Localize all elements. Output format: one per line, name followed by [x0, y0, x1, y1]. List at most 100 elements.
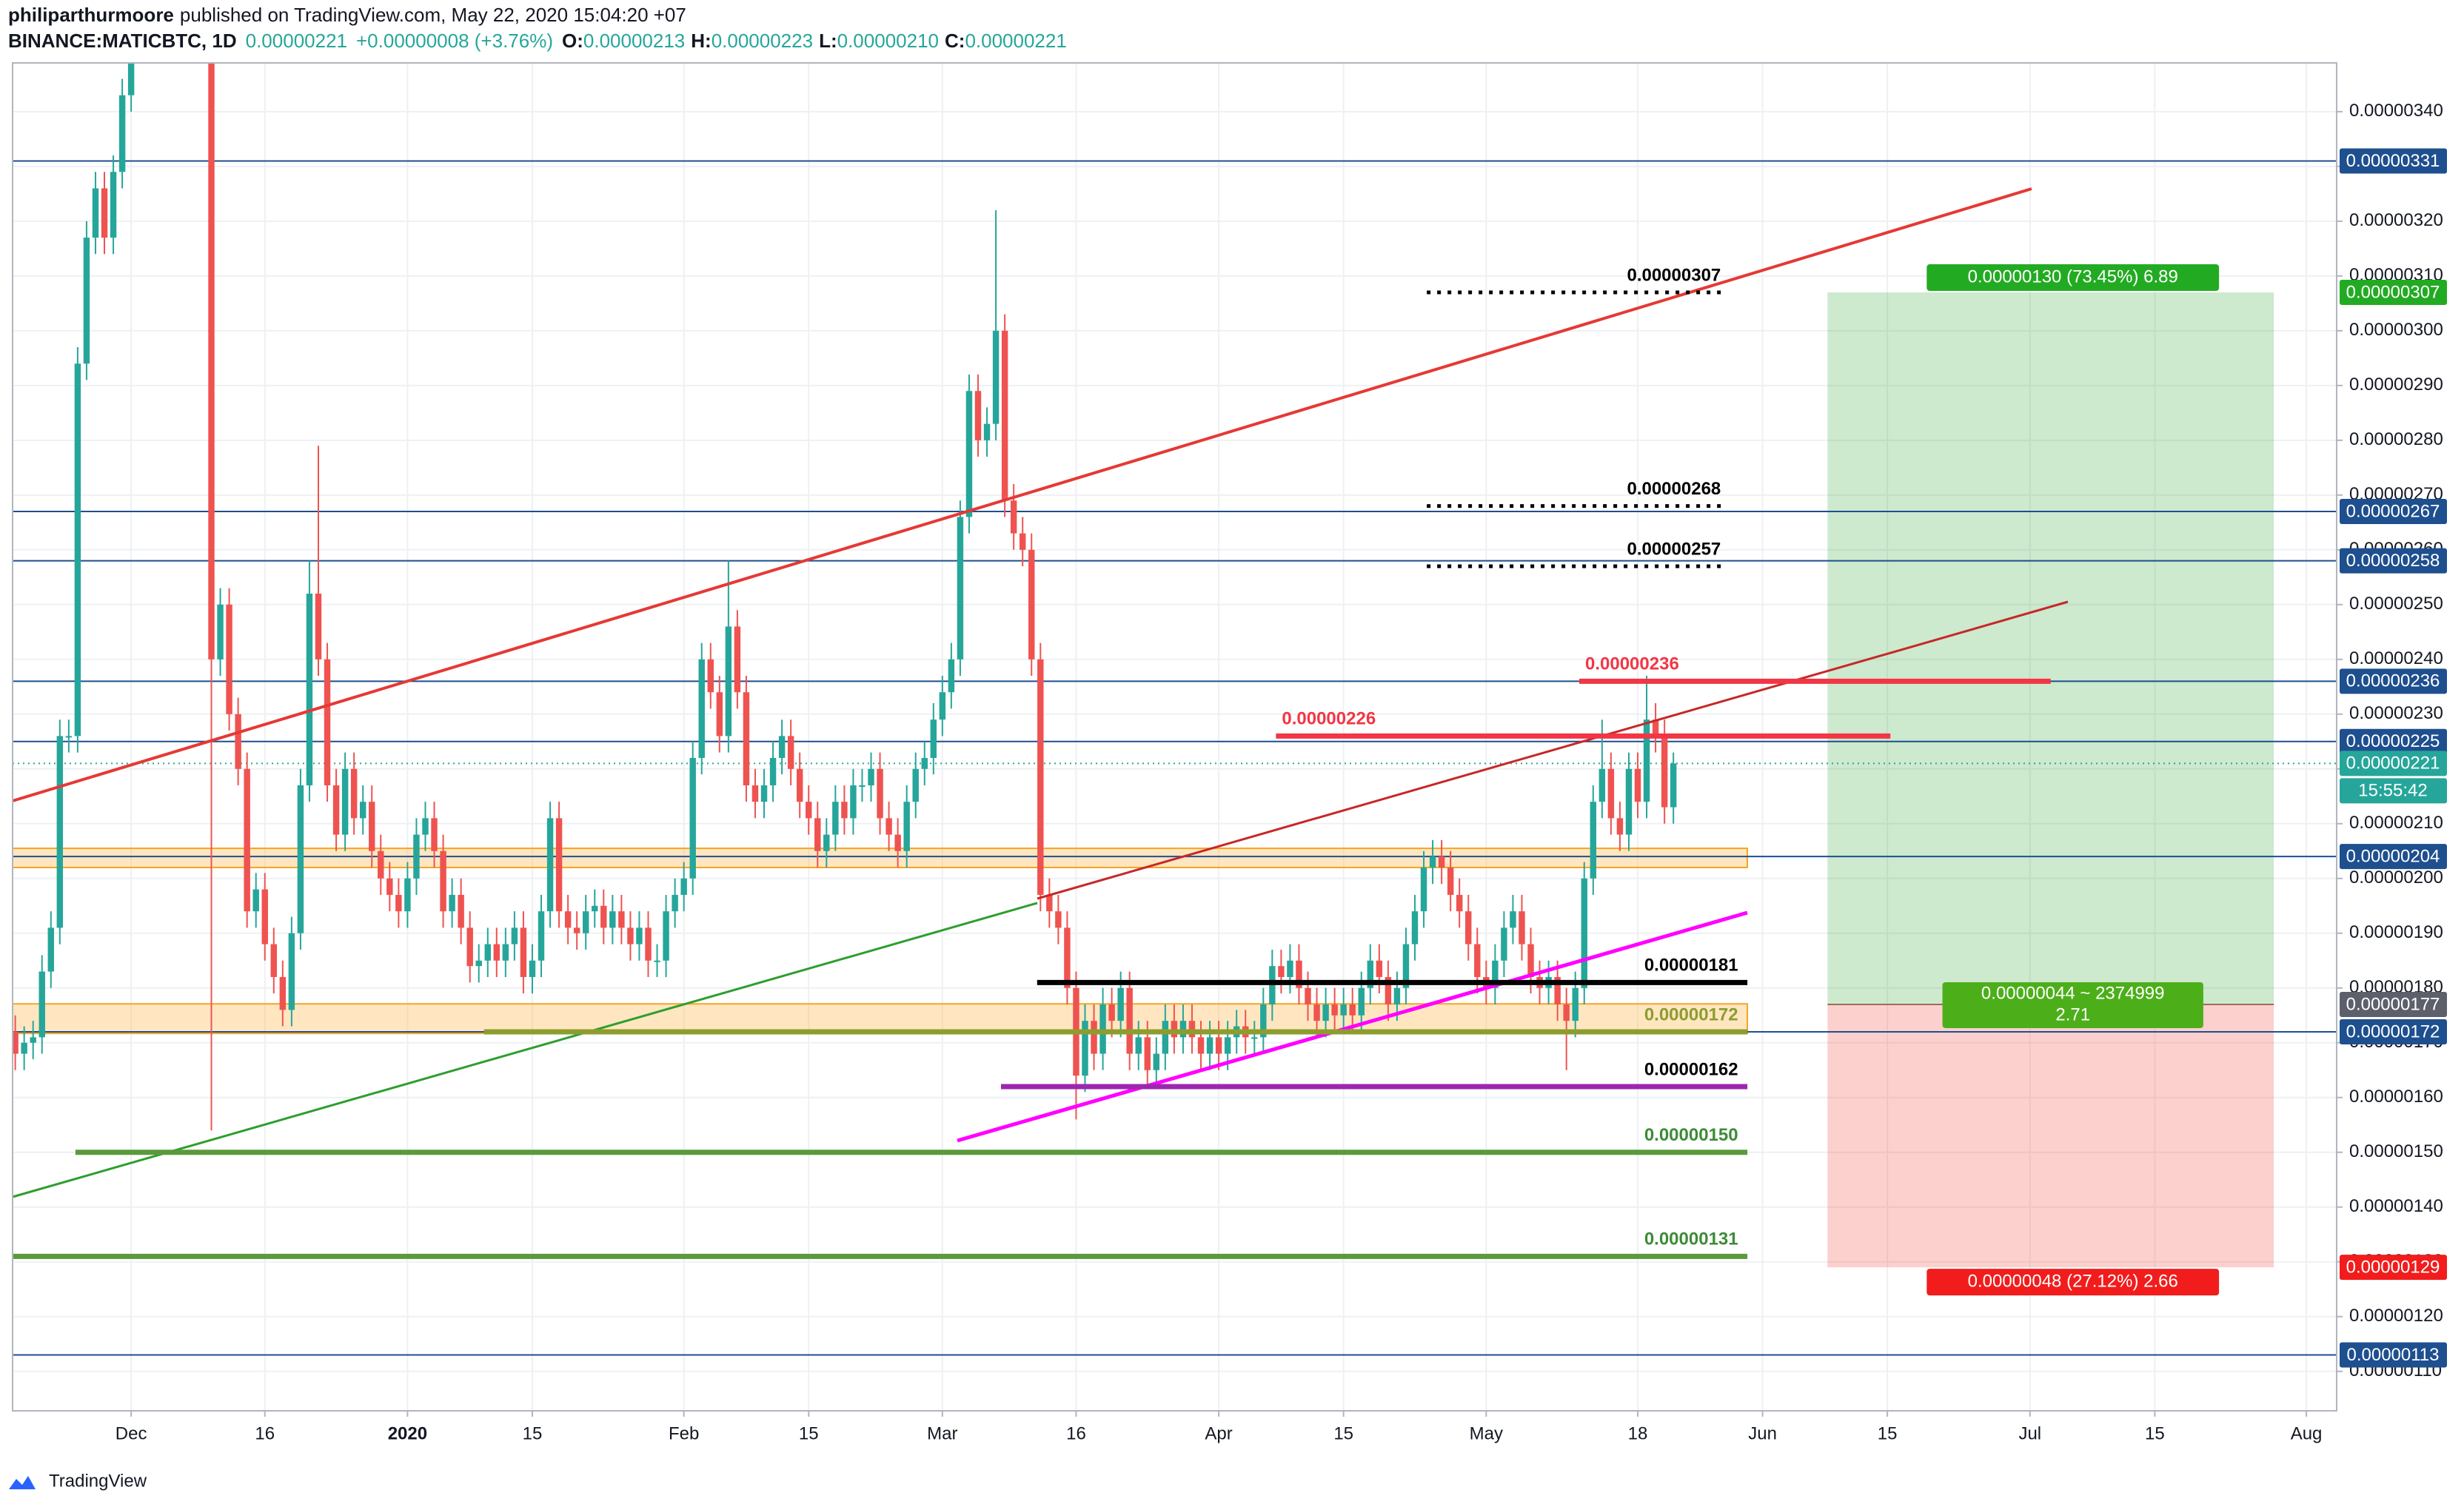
candle-body	[1652, 719, 1659, 736]
target-tag-label: 0.00000307	[2346, 282, 2440, 302]
candle-body	[983, 423, 991, 440]
candle-body	[13, 1031, 19, 1054]
candle-body	[1411, 911, 1419, 944]
x-tick-label: May	[1470, 1423, 1503, 1443]
candle-body	[1438, 856, 1445, 868]
y-tick-label: 0.00000300	[2349, 320, 2443, 340]
level-label: 0.00000162	[1644, 1059, 1738, 1079]
price-tag-label: 0.00000258	[2346, 551, 2440, 571]
candle-body	[600, 905, 607, 928]
candle-body	[101, 188, 108, 238]
candle-body	[520, 927, 527, 977]
candle-body	[466, 927, 473, 967]
candle-body	[83, 238, 90, 364]
candle-body	[1661, 736, 1668, 808]
entry-tag	[2340, 991, 2447, 1017]
candle-body	[1278, 966, 1285, 977]
candle-body	[1563, 1004, 1570, 1021]
entry-box	[1942, 982, 2203, 1028]
candle-body	[1554, 976, 1561, 1004]
trend-line	[12, 187, 2032, 802]
candle-body	[751, 785, 759, 802]
candle-body	[663, 911, 669, 961]
candle-body	[877, 768, 883, 819]
zone	[12, 1003, 1748, 1035]
candle-body	[645, 927, 652, 961]
candle-body	[1322, 1004, 1329, 1021]
candle-body	[493, 944, 500, 961]
candle-body	[1010, 500, 1017, 534]
brand-logo: TradingView	[9, 1471, 147, 1491]
level-label: 0.00000172	[1644, 1004, 1738, 1024]
plot-frame	[12, 62, 2337, 1412]
target-box	[1926, 264, 2220, 292]
candle-body	[698, 659, 705, 758]
y-tick-label: 0.00000230	[2349, 703, 2443, 723]
countdown-tag	[2340, 778, 2447, 804]
candle-body	[315, 594, 322, 660]
y-tick-label: 0.00000190	[2349, 922, 2443, 942]
price-tag	[2340, 844, 2447, 870]
candle-body	[725, 626, 732, 736]
price-tag	[2340, 1019, 2447, 1044]
candle-body	[1028, 549, 1035, 660]
candle-body	[74, 363, 81, 736]
candle-body	[1349, 1004, 1356, 1016]
y-tick-label: 0.00000250	[2349, 594, 2443, 614]
candle-body	[386, 878, 393, 895]
candle-body	[743, 692, 750, 785]
candle-body	[1572, 987, 1578, 1021]
trend-line	[1037, 600, 2069, 900]
candle-body	[440, 850, 446, 912]
candle-body	[1108, 1004, 1115, 1021]
countdown: 15:55:42	[2358, 781, 2427, 801]
candle-body	[244, 768, 250, 912]
candle-body	[350, 768, 358, 819]
ohlc-key: H:	[691, 30, 711, 52]
candle-body	[288, 933, 295, 1010]
price-tag	[2340, 1342, 2447, 1368]
candle-body	[306, 594, 313, 785]
candle-body	[627, 927, 634, 944]
price-tag	[2340, 499, 2447, 525]
x-tick-label: Mar	[927, 1423, 957, 1443]
candle-body	[680, 878, 687, 895]
candle-body	[324, 659, 331, 785]
candles	[13, 63, 1677, 1131]
candle-body	[1581, 878, 1587, 988]
price-tag-label: 0.00000225	[2346, 731, 2440, 751]
candle-body	[38, 971, 45, 1038]
candle-body	[618, 911, 625, 928]
candle-body	[47, 927, 54, 972]
legend: BINANCE:MATICBTC, 1D 0.00000221 +0.0000000…	[8, 30, 1067, 52]
ohlc-value: 0.00000213	[583, 30, 685, 52]
candle-body	[992, 330, 1000, 424]
candle-body	[511, 927, 518, 944]
candle-body	[1055, 911, 1062, 928]
candle-body	[1429, 856, 1436, 868]
candle-body	[431, 818, 438, 851]
candle-body	[921, 757, 928, 769]
candle-body	[1019, 533, 1026, 550]
candle-body	[1099, 1004, 1106, 1054]
candle-body	[1358, 987, 1365, 1016]
ohlc-value: 0.00000221	[965, 30, 1066, 52]
candle-body	[716, 692, 723, 736]
x-tick-label: 2020	[388, 1423, 427, 1443]
ohlc-value: 0.00000223	[712, 30, 813, 52]
candle-body	[369, 802, 375, 851]
level-label: 0.00000257	[1627, 539, 1721, 559]
candle-body	[359, 802, 366, 819]
candle-body	[886, 818, 892, 835]
price-tag	[2340, 668, 2447, 694]
candle-body	[21, 1042, 27, 1054]
stop-tag-label: 0.00000129	[2346, 1257, 2440, 1277]
candle-body	[1001, 330, 1008, 501]
candle-body	[332, 785, 340, 835]
candle-body	[1510, 911, 1516, 928]
logo-icon	[9, 1476, 36, 1489]
candle-body	[378, 850, 384, 879]
level-label: 0.00000226	[1282, 709, 1376, 729]
ohlc-key: L:	[819, 30, 837, 52]
candle-body	[636, 927, 643, 944]
